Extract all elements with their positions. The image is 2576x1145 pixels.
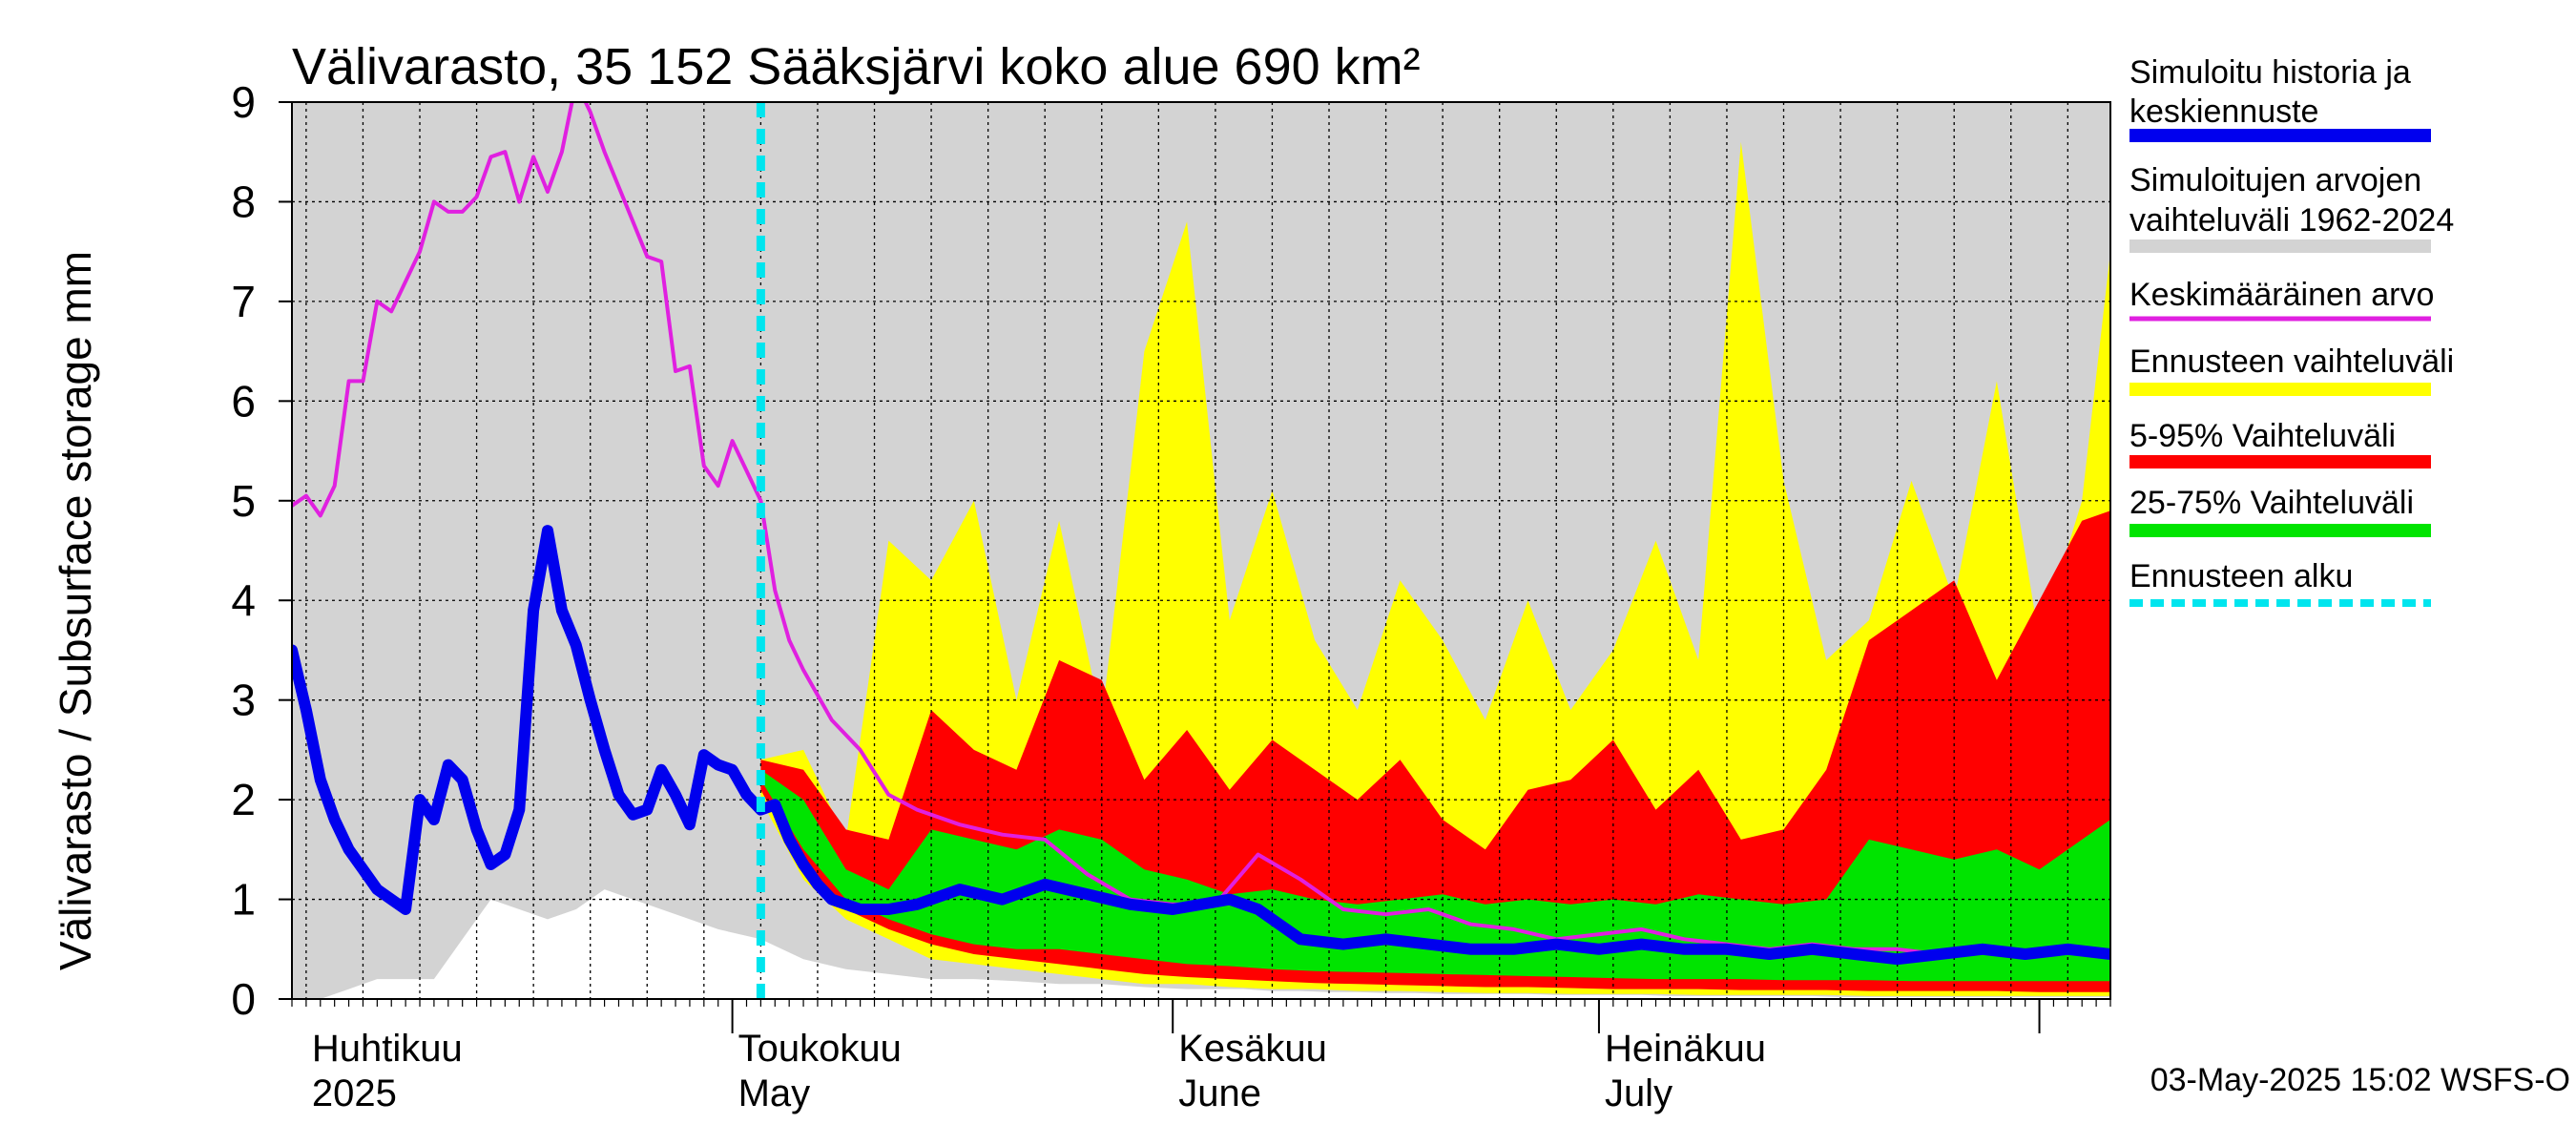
timestamp-footer: 03-May-2025 15:02 WSFS-O: [2150, 1062, 2570, 1098]
series-line-1: [292, 525, 2110, 966]
y-tick-label-6: 6: [231, 376, 256, 426]
x-month-sublabel-1: May: [738, 1072, 811, 1114]
y-tick-label-0: 0: [231, 974, 256, 1024]
x-month-label-2: Kesäkuu: [1178, 1028, 1327, 1070]
y-tick-label-8: 8: [231, 177, 256, 226]
legend-label-1-1: vaihteluväli 1962-2024: [2129, 202, 2454, 239]
legend-label-0-0: Simuloitu historia ja: [2129, 54, 2411, 91]
y-tick-label-2: 2: [231, 775, 256, 824]
x-month-label-3: Heinäkuu: [1605, 1028, 1766, 1070]
x-month-sublabel-3: July: [1605, 1072, 1672, 1114]
legend-label-3-0: Ennusteen vaihteluväli: [2129, 344, 2454, 380]
y-tick-label-1: 1: [231, 875, 256, 925]
y-axis-label: Välivarasto / Subsurface storage mm: [51, 251, 100, 970]
legend-label-1-0: Simuloitujen arvojen: [2129, 162, 2421, 198]
y-tick-label-4: 4: [231, 575, 256, 625]
chart-title: Välivarasto, 35 152 Sääksjärvi koko alue…: [292, 38, 1421, 95]
legend-label-4-0: 5-95% Vaihteluväli: [2129, 418, 2396, 454]
band-3: [760, 769, 2110, 982]
series-line-0: [292, 102, 2110, 956]
legend-label-5-0: 25-75% Vaihteluväli: [2129, 485, 2414, 521]
legend-label-2-0: Keskimääräinen arvo: [2129, 277, 2434, 313]
y-tick-label-5: 5: [231, 476, 256, 526]
x-month-sublabel-2: June: [1178, 1072, 1261, 1114]
y-tick-label-3: 3: [231, 676, 256, 725]
y-tick-label-7: 7: [231, 277, 256, 326]
plot-content: [292, 102, 2110, 999]
legend-label-6-0: Ennusteen alku: [2129, 558, 2353, 594]
x-month-label-0: Huhtikuu: [312, 1028, 463, 1070]
y-tick-label-9: 9: [231, 77, 256, 127]
legend-label-0-1: keskiennuste: [2129, 94, 2318, 130]
x-month-label-1: Toukokuu: [738, 1028, 902, 1070]
x-month-sublabel-0: 2025: [312, 1072, 397, 1114]
